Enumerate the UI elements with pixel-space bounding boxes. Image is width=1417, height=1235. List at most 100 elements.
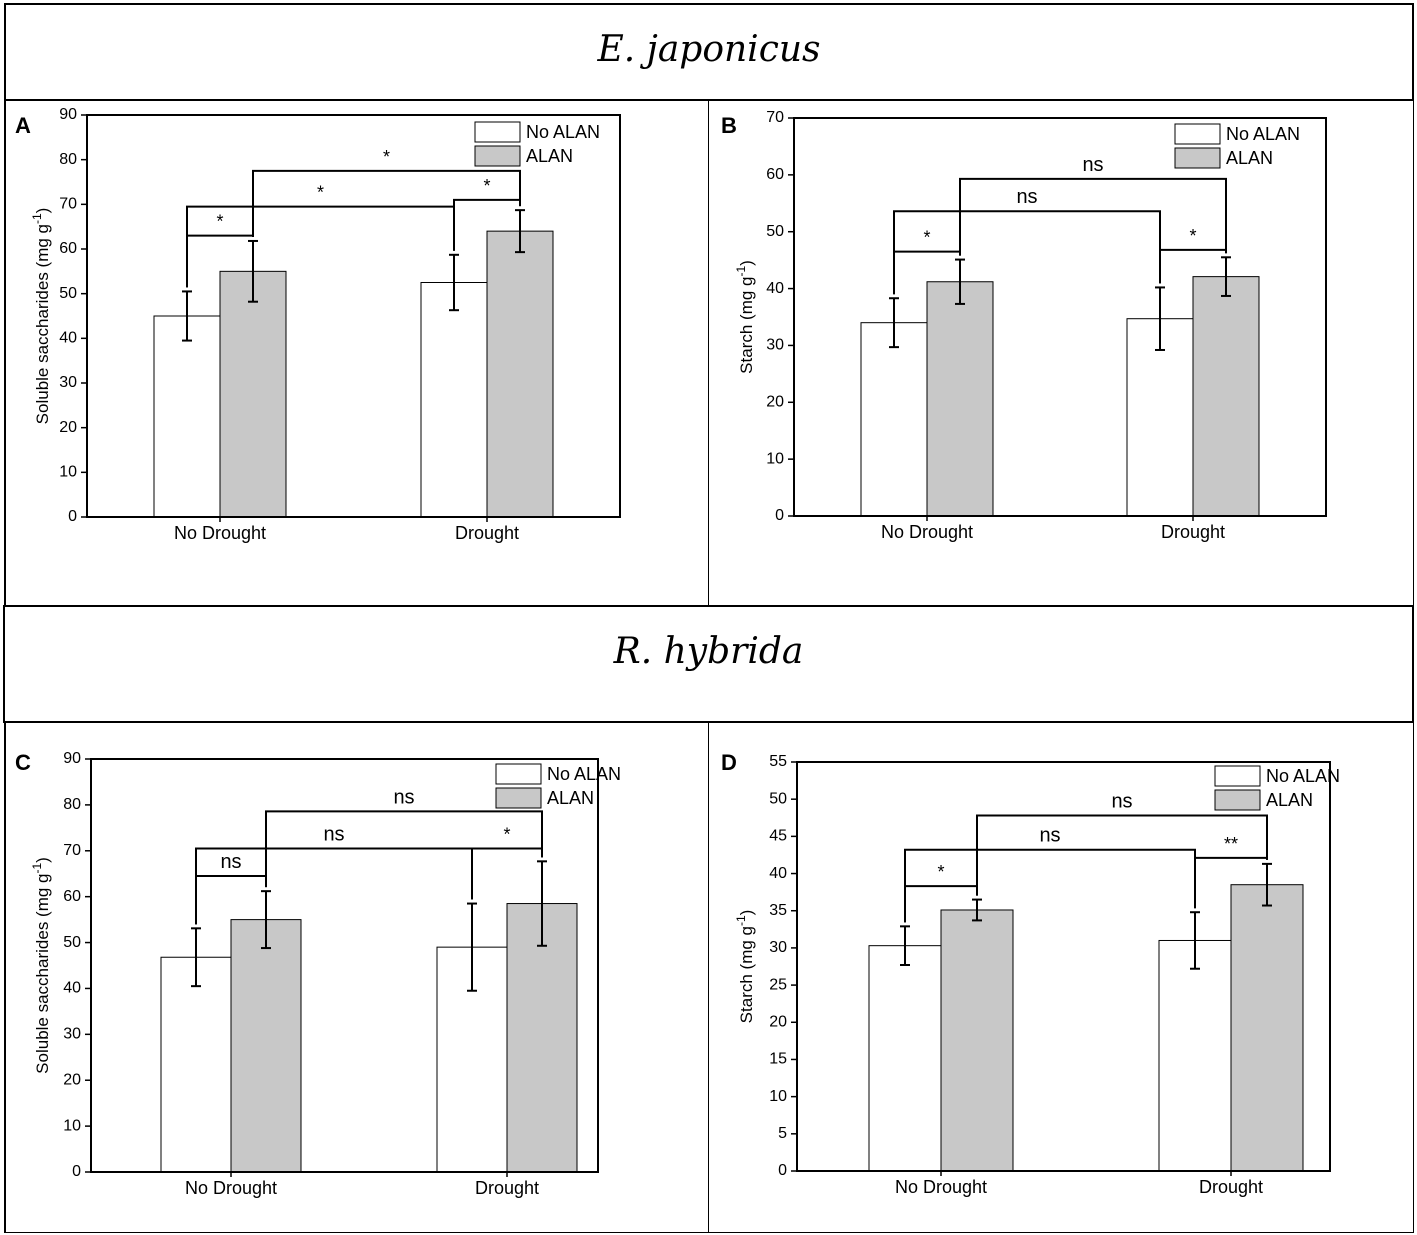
x-tick-label: No Drought	[174, 523, 266, 543]
y-tick-label: 60	[766, 166, 784, 183]
panel-letter: C	[15, 750, 31, 775]
legend-label: ALAN	[526, 146, 573, 166]
legend-swatch	[1174, 147, 1221, 169]
legend-label: No ALAN	[1266, 766, 1340, 786]
significance-label: *	[503, 824, 510, 844]
significance-label: *	[483, 176, 490, 196]
y-tick-label: 30	[63, 1026, 81, 1043]
y-tick-label: 70	[63, 842, 81, 859]
y-tick-label: 80	[59, 151, 77, 168]
y-tick-label: 20	[63, 1071, 81, 1088]
chart-panel-c: C No Drought Drought 0 10 20 30 40 50 60 70 80 90 Sol…	[15, 750, 621, 1198]
y-tick-label: 90	[59, 106, 77, 123]
legend-label: No ALAN	[526, 122, 600, 142]
significance-label: *	[937, 862, 944, 882]
x-tick-label: No Drought	[185, 1178, 277, 1198]
significance-bracket	[893, 210, 1161, 295]
legend-swatch	[495, 787, 542, 809]
y-axis-label: Starch (mg g-1)	[734, 910, 756, 1024]
significance-bracket	[195, 875, 267, 925]
y-axis-label: Starch (mg g-1)	[734, 260, 756, 374]
y-tick-label: 55	[769, 753, 787, 770]
y-tick-label: 0	[68, 508, 77, 525]
y-tick-label: 50	[59, 285, 77, 302]
chart-panel-a: A No Drought Drought 0 10 20 30 40 50 60 70 80 90 Sol…	[15, 106, 621, 543]
bar	[160, 956, 232, 1173]
bar	[153, 315, 221, 518]
panel-frame-bottom	[4, 721, 1414, 1233]
legend-swatch	[1214, 765, 1261, 787]
y-tick-label: 10	[59, 464, 77, 481]
bar	[219, 270, 287, 518]
y-axis-label: Soluble saccharides (mg g-1)	[30, 208, 52, 425]
legend-swatch	[474, 121, 521, 143]
y-tick-label: 0	[778, 1162, 787, 1179]
legend-swatch	[1174, 123, 1221, 145]
y-tick-label: 35	[769, 902, 787, 919]
significance-label: *	[317, 183, 324, 203]
y-tick-label: 50	[766, 223, 784, 240]
bar	[868, 945, 942, 1172]
plot-frame	[796, 761, 1331, 1172]
legend-swatch	[1214, 789, 1261, 811]
y-tick-label: 10	[769, 1088, 787, 1105]
significance-label: ns	[323, 823, 344, 845]
y-tick-label: 50	[63, 934, 81, 951]
y-tick-label: 5	[778, 1125, 787, 1142]
chart-panel-d: D No Drought Drought 0 5 10 15 20 25 30 35 40 45 50 55…	[721, 750, 1340, 1197]
significance-label: ns	[1039, 825, 1060, 847]
species-title-bottom: R. hybrida	[613, 631, 804, 672]
y-tick-label: 70	[59, 196, 77, 213]
significance-label: ns	[220, 851, 241, 873]
y-tick-label: 40	[63, 980, 81, 997]
y-tick-label: 0	[72, 1163, 81, 1180]
panel-frame-top	[4, 99, 1414, 607]
bar	[1126, 318, 1194, 517]
x-tick-label: No Drought	[895, 1177, 987, 1197]
y-tick-label: 90	[63, 750, 81, 767]
y-tick-label: 60	[59, 240, 77, 257]
bar	[926, 281, 994, 517]
plot-frame	[793, 117, 1327, 517]
legend-swatch	[474, 145, 521, 167]
species-header-top: E. japonicus	[4, 3, 1414, 101]
significance-label: ns	[393, 786, 414, 808]
x-tick-label: Drought	[475, 1178, 539, 1198]
legend-label: ALAN	[1226, 148, 1273, 168]
y-tick-label: 20	[766, 394, 784, 411]
legend-label: ALAN	[547, 788, 594, 808]
legend-swatch	[495, 763, 542, 785]
y-tick-label: 10	[63, 1117, 81, 1134]
significance-label: ns	[1082, 154, 1103, 176]
significance-label: *	[1189, 226, 1196, 246]
significance-bracket	[904, 848, 1196, 923]
bar	[1158, 939, 1232, 1172]
legend-label: ALAN	[1266, 790, 1313, 810]
chart-panel-b: B No Drought Drought 0 10 20 30 40 50 60 70 Starch …	[721, 109, 1327, 542]
y-tick-label: 20	[769, 1013, 787, 1030]
significance-bracket	[976, 814, 1268, 896]
y-tick-label: 60	[63, 888, 81, 905]
species-title-top: E. japonicus	[597, 29, 821, 70]
y-tick-label: 50	[769, 790, 787, 807]
y-tick-label: 80	[63, 796, 81, 813]
x-tick-label: Drought	[455, 523, 519, 543]
y-tick-label: 20	[59, 419, 77, 436]
significance-label: *	[383, 147, 390, 167]
legend-label: No ALAN	[1226, 124, 1300, 144]
significance-label: *	[216, 212, 223, 232]
y-tick-label: 40	[766, 280, 784, 297]
significance-bracket	[195, 847, 473, 925]
bar	[940, 909, 1014, 1172]
y-tick-label: 40	[59, 330, 77, 347]
panel-letter: B	[721, 113, 737, 138]
significance-bracket	[959, 177, 1227, 256]
y-tick-label: 45	[769, 828, 787, 845]
y-tick-label: 30	[766, 337, 784, 354]
x-tick-label: No Drought	[881, 522, 973, 542]
y-tick-label: 15	[769, 1051, 787, 1068]
significance-bracket	[265, 810, 543, 888]
bar	[420, 282, 488, 518]
